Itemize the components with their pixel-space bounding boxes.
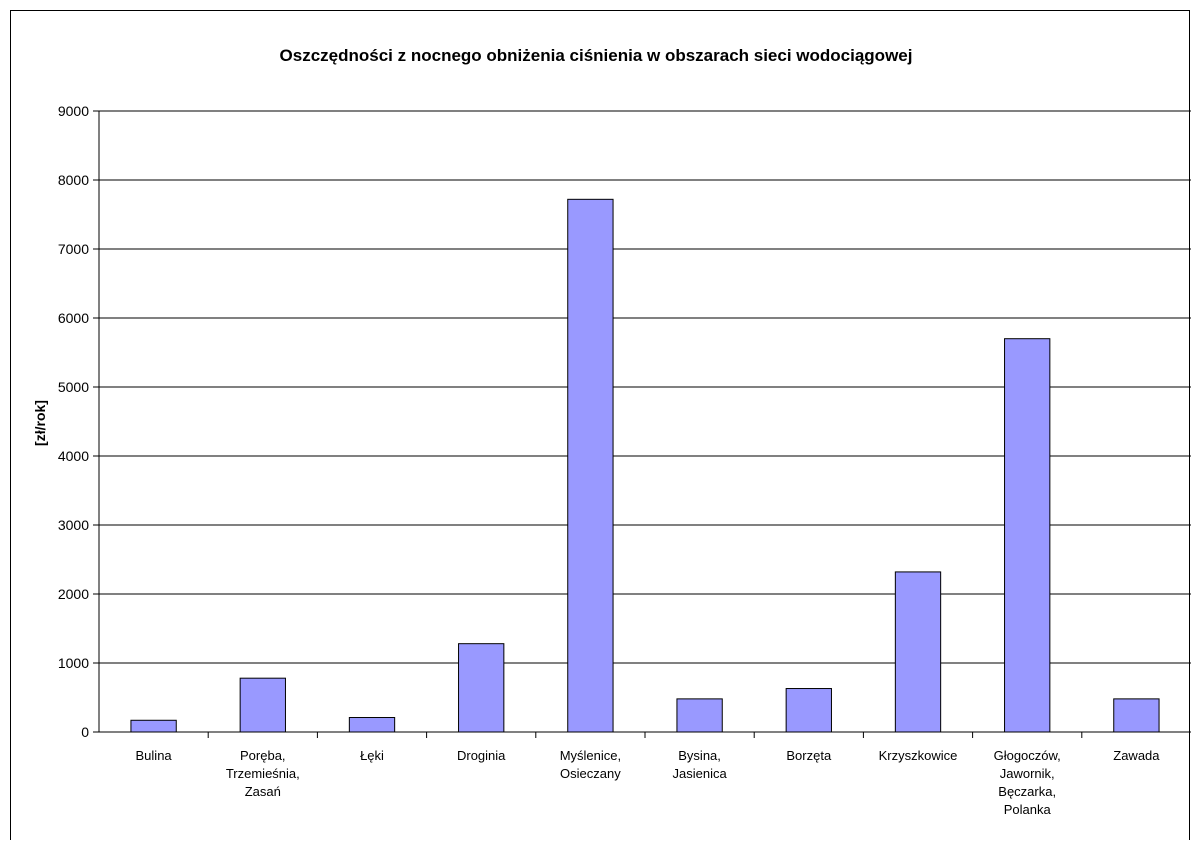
bar-chart: Oszczędności z nocnego obniżenia ciśnien… [32, 46, 1191, 817]
x-category-label-line: Osieczany [560, 766, 621, 781]
y-tick-label: 4000 [58, 448, 89, 464]
x-category-label-line: Krzyszkowice [879, 748, 958, 763]
y-tick-label: 7000 [58, 241, 89, 257]
bar [676, 698, 723, 733]
x-category-label: Łęki [360, 748, 384, 763]
x-category-label-line: Bysina, [678, 748, 721, 763]
bar [1113, 698, 1160, 733]
x-category-label-line: Myślenice, [560, 748, 621, 763]
y-tick-label: 1000 [58, 655, 89, 671]
chart-title: Oszczędności z nocnego obniżenia ciśnien… [280, 46, 913, 65]
y-tick-label: 0 [81, 724, 89, 740]
x-category-label-line: Poręba, [240, 748, 286, 763]
x-category-label: Zawada [1113, 748, 1160, 763]
x-category-label: Borzęta [786, 748, 832, 763]
y-tick-label: 9000 [58, 103, 89, 119]
y-tick-label: 8000 [58, 172, 89, 188]
bar [1004, 338, 1051, 733]
bar [348, 717, 396, 733]
x-category-label-line: Głogoczów, [994, 748, 1061, 763]
x-category-label-line: Bulina [136, 748, 173, 763]
x-category-label-line: Jasienica [672, 766, 727, 781]
x-category-label-line: Zawada [1113, 748, 1160, 763]
bar [894, 571, 942, 733]
x-category-label: Myślenice, Osieczany [560, 748, 622, 781]
x-category-label: Głogoczów, Jawornik, Bęczarka, Polanka [994, 748, 1061, 817]
x-category-label: Bysina, Jasienica [672, 748, 727, 781]
axes [93, 110, 1191, 738]
y-tick-labels: 0 1000 2000 3000 4000 5000 6000 7000 8000 9000 [58, 103, 89, 740]
x-category-label-line: Bęczarka, [998, 784, 1056, 799]
bar [567, 198, 614, 733]
gridlines [99, 110, 1191, 664]
x-category-label: Krzyszkowice [879, 748, 958, 763]
x-category-labels: Bulina Poręba, Trzemieśnia, Zasań Łęki Drogin… [136, 748, 1161, 817]
x-category-label-line: Borzęta [786, 748, 832, 763]
bar [458, 643, 505, 733]
x-category-label: Bulina [136, 748, 173, 763]
x-category-label-line: Trzemieśnia, [226, 766, 300, 781]
bar [785, 688, 832, 733]
x-category-label-line: Jawornik, [1000, 766, 1055, 781]
y-tick-label: 2000 [58, 586, 89, 602]
x-category-label-line: Łęki [360, 748, 384, 763]
x-category-label-line: Polanka [1004, 802, 1052, 817]
x-category-label-line: Zasań [245, 784, 281, 799]
y-axis-label: [zł/rok] [32, 400, 48, 446]
y-tick-label: 3000 [58, 517, 89, 533]
chart-frame: Oszczędności z nocnego obniżenia ciśnien… [10, 10, 1191, 840]
x-category-label: Droginia [457, 748, 506, 763]
bars [130, 198, 1160, 733]
bar [239, 677, 286, 733]
bar [130, 719, 177, 733]
y-tick-label: 6000 [58, 310, 89, 326]
y-tick-label: 5000 [58, 379, 89, 395]
x-category-label-line: Droginia [457, 748, 506, 763]
x-category-label: Poręba, Trzemieśnia, Zasań [226, 748, 300, 799]
